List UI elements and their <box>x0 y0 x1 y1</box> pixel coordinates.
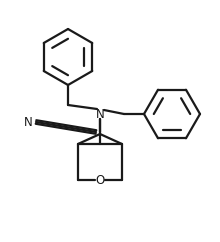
Text: O: O <box>95 174 105 187</box>
Text: N: N <box>24 115 32 129</box>
Text: N: N <box>96 107 104 121</box>
